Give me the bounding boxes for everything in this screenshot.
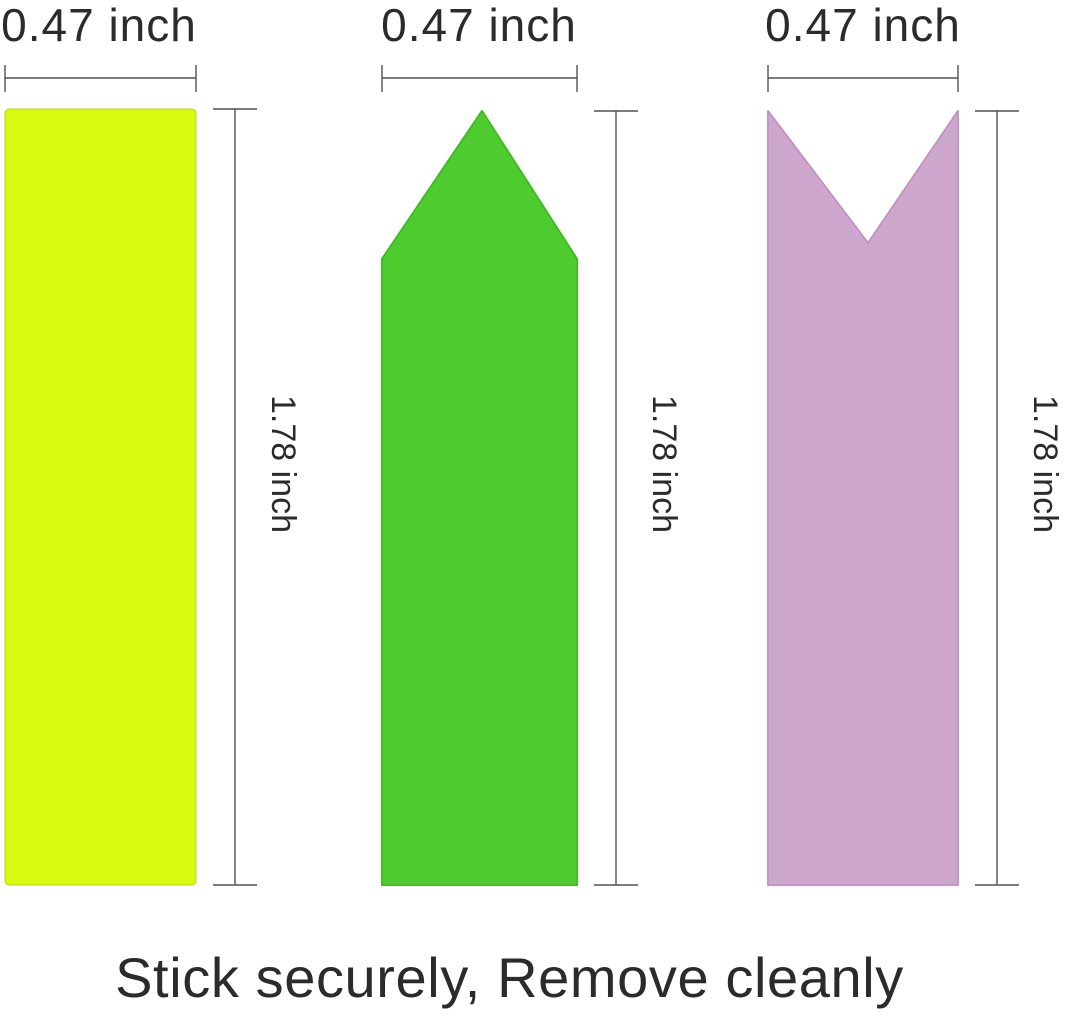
svg-text:0.47 inch: 0.47 inch — [765, 0, 961, 51]
svg-text:1.78 inch: 1.78 inch — [1026, 395, 1064, 533]
svg-text:1.78 inch: 1.78 inch — [645, 395, 683, 533]
svg-text:0.47 inch: 0.47 inch — [381, 0, 577, 51]
svg-text:0.47 inch: 0.47 inch — [1, 0, 197, 51]
svg-text:1.78 inch: 1.78 inch — [264, 395, 302, 533]
